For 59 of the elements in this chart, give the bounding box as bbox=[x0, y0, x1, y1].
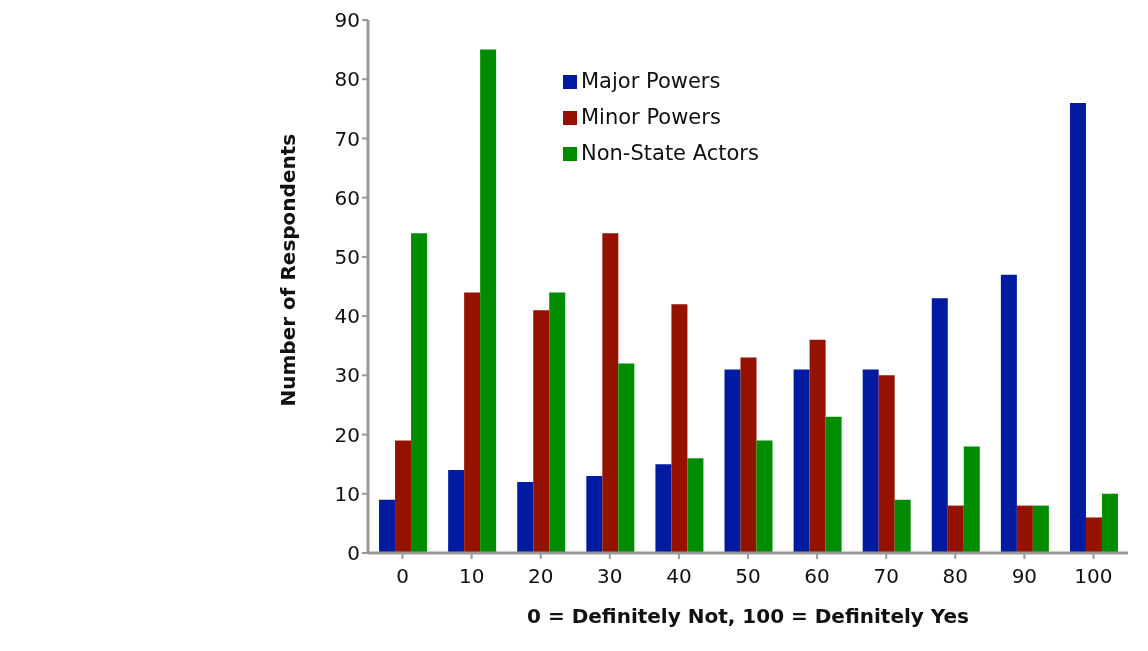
x-tick-label: 10 bbox=[458, 564, 485, 589]
x-tick-label: 60 bbox=[804, 564, 830, 589]
y-tick-label: 10 bbox=[334, 481, 360, 506]
x-tick-label: 80 bbox=[942, 564, 968, 589]
y-tick-label: 20 bbox=[334, 422, 360, 447]
x-tick-label: 70 bbox=[873, 564, 899, 589]
x-tick-label: 20 bbox=[528, 564, 554, 589]
bar bbox=[687, 458, 704, 553]
bar bbox=[1032, 505, 1049, 553]
bar bbox=[655, 464, 672, 553]
bar bbox=[549, 292, 566, 553]
bar bbox=[618, 363, 635, 553]
x-tick-label: 100 bbox=[1074, 564, 1113, 589]
y-axis-title: Number of Respondents bbox=[276, 133, 301, 407]
bar bbox=[862, 369, 879, 553]
bar bbox=[586, 476, 603, 553]
bar bbox=[825, 416, 842, 553]
bar bbox=[1016, 505, 1033, 553]
bar bbox=[931, 298, 948, 553]
y-tick-label: 40 bbox=[334, 304, 360, 329]
bar bbox=[947, 505, 964, 553]
x-axis-title: 0 = Definitely Not, 100 = Definitely Yes bbox=[527, 604, 969, 628]
bar bbox=[464, 292, 481, 553]
x-tick-label: 90 bbox=[1011, 564, 1038, 589]
bar bbox=[1069, 102, 1086, 553]
bar bbox=[671, 304, 688, 553]
bar bbox=[740, 357, 757, 553]
bar bbox=[602, 233, 619, 553]
bar bbox=[517, 481, 534, 553]
bar bbox=[894, 499, 911, 553]
bar bbox=[448, 470, 465, 553]
legend-label: Minor Powers bbox=[581, 105, 721, 129]
bar bbox=[878, 375, 895, 553]
bar bbox=[395, 440, 412, 553]
y-tick-label: 50 bbox=[334, 244, 360, 269]
bar bbox=[793, 369, 810, 553]
y-tick-label: 80 bbox=[334, 67, 360, 92]
bar bbox=[411, 233, 428, 553]
bar bbox=[533, 310, 550, 553]
bar bbox=[809, 339, 826, 553]
legend-label: Major Powers bbox=[581, 69, 721, 93]
legend-label: Non-State Actors bbox=[581, 141, 759, 165]
y-tick-label: 30 bbox=[334, 363, 360, 388]
bar bbox=[963, 446, 980, 553]
bar bbox=[724, 369, 741, 553]
bar bbox=[1000, 274, 1017, 553]
y-tick-label: 90 bbox=[334, 8, 360, 33]
bar bbox=[756, 440, 773, 553]
x-tick-label: 30 bbox=[597, 564, 623, 589]
bar bbox=[480, 49, 497, 553]
bar bbox=[1101, 493, 1118, 553]
x-tick-label: 40 bbox=[666, 564, 692, 589]
bar bbox=[1085, 517, 1102, 553]
x-tick-label: 0 bbox=[396, 564, 409, 589]
bar bbox=[379, 499, 396, 553]
y-tick-label: 0 bbox=[347, 541, 360, 566]
y-tick-label: 60 bbox=[334, 185, 360, 210]
x-tick-label: 50 bbox=[735, 564, 761, 589]
y-tick-label: 70 bbox=[334, 126, 360, 151]
